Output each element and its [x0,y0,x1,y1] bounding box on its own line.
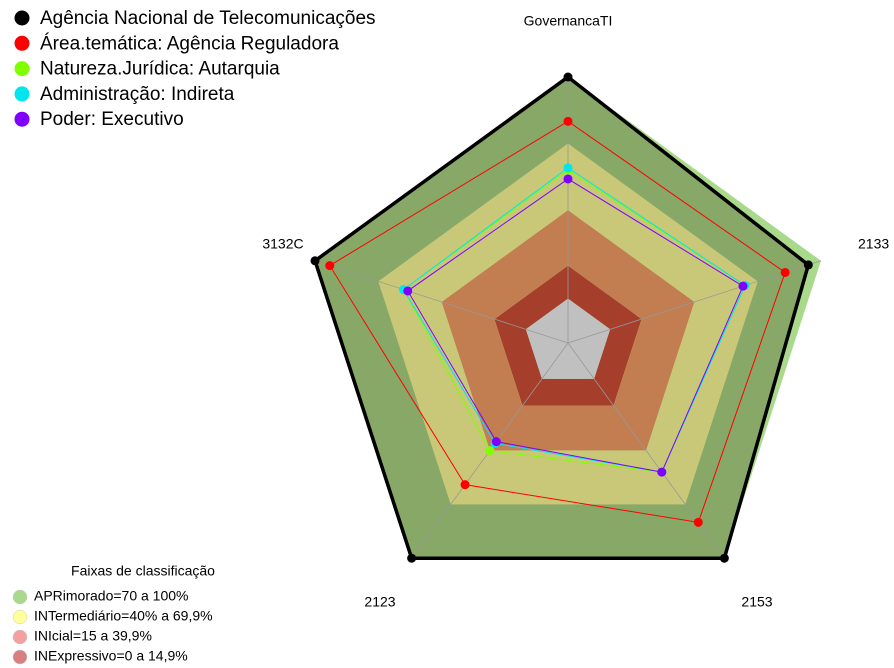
series-point [460,480,470,490]
series-point [719,553,729,563]
band-legend-label: INExpressivo=0 a 14,9% [34,648,188,664]
series-point [780,267,790,277]
series-point [563,72,573,82]
legend-label: Área.temática: Agência Reguladora [40,33,339,54]
axis-label: 3132C [262,236,303,252]
series-point [803,260,813,270]
band [441,210,695,451]
legend-marker [14,61,30,77]
series-point [738,281,748,291]
series-point [563,116,573,126]
axis-label: GovernancaTI [524,13,613,29]
series-line [329,120,786,523]
series-point [563,163,573,173]
axis-line [314,260,569,344]
series-point [491,437,501,447]
band-legend-label: APRimorado=70 a 100% [34,588,189,604]
band-legend-label: INTermediário=40% a 69,9% [34,608,213,624]
series-line [402,167,746,473]
band [494,265,642,406]
series-point [325,261,335,271]
legend-label: Poder: Executivo [40,109,184,130]
band-legend-marker [12,589,28,605]
series-point [407,553,417,563]
band-legend-marker [12,609,28,625]
band-legend-marker [12,629,28,645]
legend-label: Administração: Indireta [40,84,235,105]
axis-label: 2123 [364,594,395,610]
band-legend-marker [12,649,28,665]
legend-label: Natureza.Jurídica: Autarquia [40,59,280,80]
axis-label: 2133 [858,236,889,252]
series-line [312,74,811,560]
series-point [693,517,703,527]
axis-label: 2153 [741,594,772,610]
bands-title: Faixas de classificação [71,563,215,579]
series-point [657,467,667,477]
legend-marker [14,86,30,102]
legend-marker [14,111,30,127]
series-line [407,178,744,473]
axis-line [567,260,822,344]
legend-marker [14,10,30,26]
series-point [563,174,573,184]
band [378,143,758,505]
series-point [403,286,413,296]
band-legend-label: INIcial=15 a 39,9% [34,628,152,644]
series-point [310,256,320,266]
legend-marker [14,35,30,51]
legend-label: Agência Nacional de Telecomunicações [40,8,376,29]
series-point [485,446,495,456]
